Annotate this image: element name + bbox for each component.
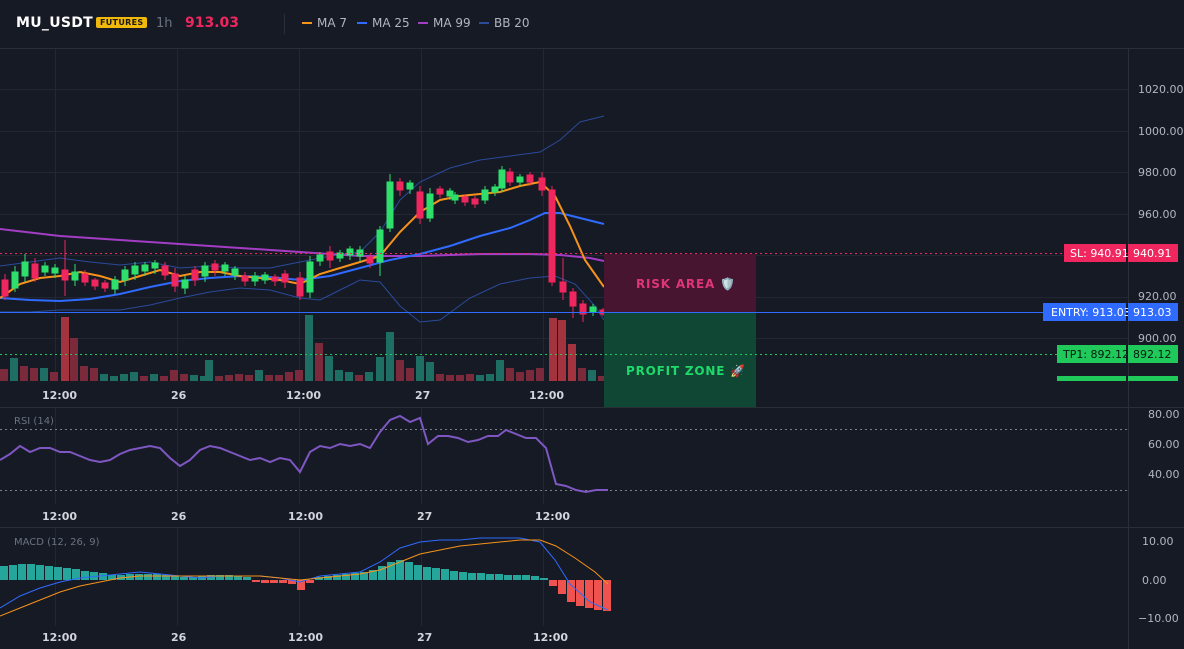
rsi-tick: 80.00 [1148, 408, 1180, 421]
legend-ma7[interactable]: MA 7 [302, 16, 347, 30]
candlesticks [1, 166, 605, 322]
ma99-line [0, 228, 605, 262]
macd-signal-line [0, 539, 609, 617]
legend-ma25[interactable]: MA 25 [357, 16, 410, 30]
price-tick: 980.00 [1138, 166, 1177, 179]
price-tick: 900.00 [1138, 332, 1177, 345]
profit-zone-box[interactable] [604, 313, 756, 407]
time-tick: 27 [415, 389, 430, 402]
time-tick: 26 [171, 389, 187, 402]
tp1-price-text: 892.12 [1133, 348, 1172, 361]
macd-time-tick: 12:00 [42, 631, 77, 644]
ma25-swatch [357, 22, 367, 24]
last-price: 913.03 [185, 15, 240, 31]
legend-ma7-label: MA 7 [317, 16, 348, 30]
sl-tag[interactable] [1064, 244, 1126, 262]
entry-tag-text: ENTRY: 913.03 [1051, 306, 1131, 319]
tp1-tag[interactable] [1057, 345, 1126, 363]
macd-time-tick: 26 [171, 631, 187, 644]
sl-tag-text: SL: 940.91 [1070, 247, 1129, 260]
rsi-line [0, 414, 608, 494]
tp1-tag-text: TP1: 892.12 [1062, 348, 1129, 361]
volume-bars [0, 315, 604, 381]
macd-pane[interactable]: MACD (12, 26, 9) [0, 528, 1184, 649]
chart-header: MU_USDT FUTURES 1h 913.03 MA 7 MA 25 MA … [0, 0, 1184, 48]
time-tick: 12:00 [42, 389, 77, 402]
rsi-grid [55, 408, 544, 504]
header-divider [284, 14, 285, 34]
rsi-pane[interactable]: RSI (14) 80.00 60.00 40.00 12:00 26 12:0… [0, 408, 1184, 528]
macd-time-tick: 27 [417, 631, 432, 644]
time-axis-bg [0, 381, 604, 407]
time-tick: 12:00 [529, 389, 564, 402]
legend-ma99-label: MA 99 [433, 16, 471, 30]
profit-zone-label: PROFIT ZONE 🚀 [626, 364, 746, 378]
risk-area-label: RISK AREA 🛡️ [636, 277, 736, 291]
ma25-line [0, 212, 605, 303]
ma99-swatch [418, 22, 428, 24]
macd-time-tick: 12:00 [288, 631, 323, 644]
rsi-tick: 60.00 [1148, 438, 1180, 451]
entry-price-text: 913.03 [1133, 306, 1172, 319]
macd-time-tick: 12:00 [533, 631, 568, 644]
rsi-label: RSI (14) [14, 416, 54, 427]
rsi-time-tick: 12:00 [42, 510, 77, 523]
timeframe-label[interactable]: 1h [156, 16, 173, 31]
rsi-time-tick: 12:00 [535, 510, 570, 523]
entry-price-tag [1128, 303, 1178, 321]
bb20-swatch [479, 22, 489, 24]
legend-bb20-label: BB 20 [494, 16, 530, 30]
sl-price-text: 940.91 [1133, 247, 1172, 260]
legend-ma99[interactable]: MA 99 [418, 16, 471, 30]
price-tick: 1000.00 [1138, 125, 1184, 138]
macd-tick: 10.00 [1142, 535, 1174, 548]
price-tick: 960.00 [1138, 208, 1177, 221]
tp1-price-tag [1128, 345, 1178, 363]
macd-tick: 0.00 [1142, 574, 1167, 587]
macd-label: MACD (12, 26, 9) [14, 537, 100, 548]
ma7-swatch [302, 22, 312, 24]
entry-tag[interactable] [1043, 303, 1126, 321]
risk-area-box[interactable] [604, 254, 756, 313]
time-tick: 12:00 [286, 389, 321, 402]
legend-ma25-label: MA 25 [372, 16, 410, 30]
tp2-price-tag-clipped [1128, 376, 1178, 381]
rsi-time-tick: 12:00 [288, 510, 323, 523]
rsi-tick: 40.00 [1148, 468, 1180, 481]
price-pane[interactable]: 1020.00 1000.00 980.00 960.00 920.00 900… [0, 0, 1184, 408]
legend-bb20[interactable]: BB 20 [479, 16, 530, 30]
price-tick: 1020.00 [1138, 83, 1184, 96]
macd-tick: −10.00 [1138, 612, 1179, 625]
price-tick: 920.00 [1138, 290, 1177, 303]
tp2-tag-clipped [1057, 376, 1126, 381]
symbol-name[interactable]: MU_USDT [16, 15, 94, 31]
macd-histogram [0, 560, 611, 611]
futures-badge: FUTURES [96, 17, 148, 28]
rsi-time-tick: 27 [417, 510, 432, 523]
rsi-time-tick: 26 [171, 510, 187, 523]
sl-price-tag [1128, 244, 1178, 262]
